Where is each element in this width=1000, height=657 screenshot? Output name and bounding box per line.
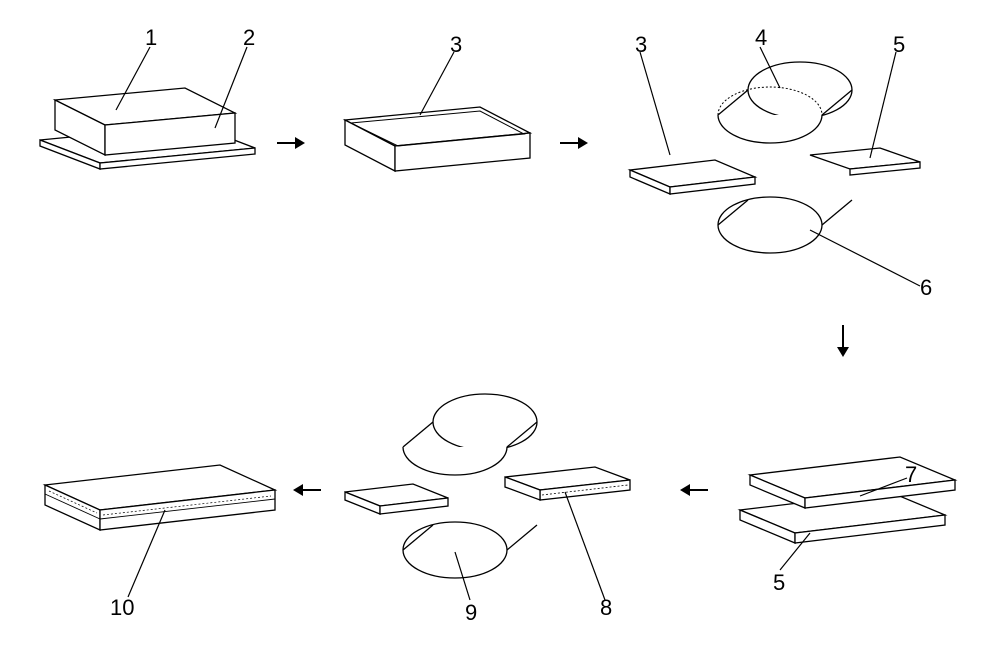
leader-2 — [215, 47, 247, 128]
label-5b: 5 — [773, 570, 785, 596]
label-8: 8 — [600, 595, 612, 621]
leader-4 — [760, 47, 780, 88]
label-7: 7 — [905, 462, 917, 488]
label-1: 1 — [145, 25, 157, 51]
label-6: 6 — [920, 275, 932, 301]
leader-9 — [455, 552, 470, 600]
leader-6 — [810, 230, 920, 286]
leader-3b — [640, 52, 670, 155]
leader-lines — [0, 0, 1000, 657]
leader-1 — [116, 47, 150, 110]
leader-7 — [860, 478, 907, 496]
label-5a: 5 — [893, 32, 905, 58]
leader-3a — [420, 52, 454, 115]
label-3a: 3 — [450, 32, 462, 58]
leader-5a — [870, 52, 896, 158]
leader-10 — [128, 510, 165, 597]
leader-5b — [780, 533, 810, 570]
label-4: 4 — [755, 25, 767, 51]
label-3b: 3 — [635, 32, 647, 58]
label-10: 10 — [110, 595, 134, 621]
label-9: 9 — [465, 600, 477, 626]
leader-8 — [565, 492, 605, 600]
label-2: 2 — [243, 25, 255, 51]
